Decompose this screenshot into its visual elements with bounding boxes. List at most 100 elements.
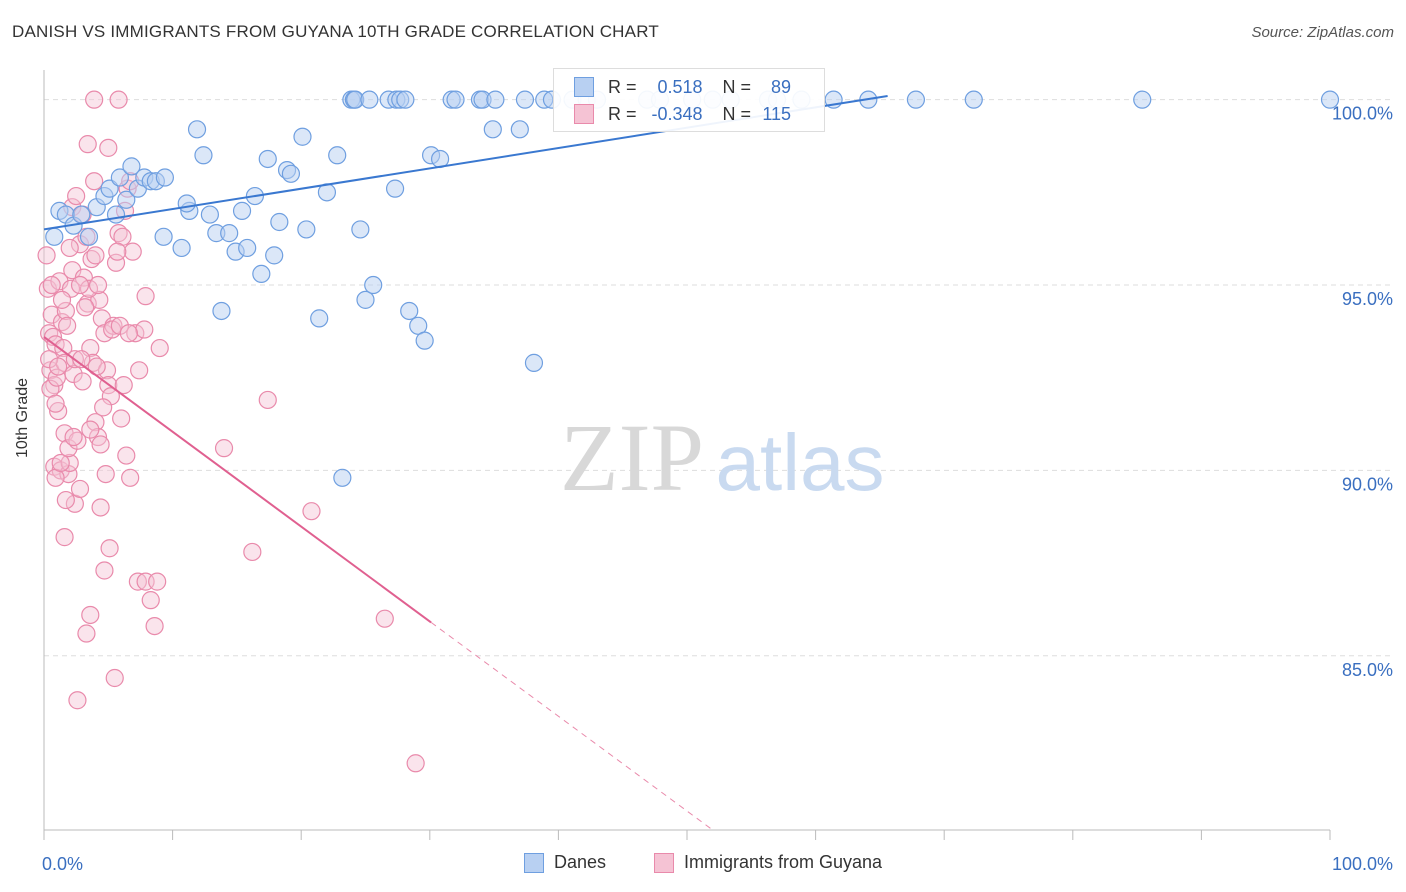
y-tick-label: 100.0%	[1332, 104, 1393, 124]
data-point-guyana	[150, 338, 169, 358]
data-point-guyana	[99, 138, 118, 157]
data-point-danes	[122, 157, 141, 176]
data-point-danes	[265, 246, 284, 265]
y-tick-label: 95.0%	[1342, 289, 1393, 309]
data-point-guyana	[105, 668, 124, 688]
data-point-danes	[486, 90, 505, 109]
data-point-danes	[117, 190, 136, 209]
data-point-guyana	[123, 242, 142, 261]
data-point-guyana	[81, 605, 100, 625]
data-point-guyana	[126, 324, 145, 343]
data-point-danes	[356, 290, 375, 309]
legend-label-guyana: Immigrants from Guyana	[683, 852, 883, 872]
data-point-danes	[351, 220, 370, 239]
data-point-danes	[333, 468, 352, 487]
legend-item-guyana[interactable]: Immigrants from Guyana	[653, 852, 883, 873]
data-point-guyana	[76, 298, 95, 317]
data-point-danes	[238, 238, 257, 258]
data-point-danes	[258, 149, 277, 169]
data-point-guyana	[121, 468, 140, 487]
data-point-guyana	[42, 305, 61, 324]
data-point-guyana	[117, 446, 136, 465]
legend-n-value: 89	[771, 76, 792, 97]
legend-r-value: 0.518	[657, 76, 703, 97]
data-point-danes	[154, 227, 173, 246]
data-point-guyana	[85, 172, 104, 191]
data-point-danes	[510, 120, 529, 139]
legend-item-danes[interactable]: Danes	[523, 852, 606, 873]
data-point-danes	[106, 205, 126, 224]
legend-n-value: 115	[762, 103, 792, 124]
data-point-guyana	[56, 490, 75, 510]
data-point-danes	[232, 201, 252, 220]
data-point-danes	[200, 205, 219, 224]
data-point-guyana	[100, 539, 119, 558]
chart-title: DANISH VS IMMIGRANTS FROM GUYANA 10TH GR…	[12, 22, 659, 41]
data-point-guyana	[77, 624, 96, 643]
legend-swatch-danes	[574, 77, 594, 97]
data-point-guyana	[108, 242, 127, 261]
data-point-guyana	[119, 324, 138, 343]
data-point-danes	[212, 301, 231, 321]
stats-legend: R = 0.518 N = 89 R = -0.348 N = 115	[553, 68, 825, 132]
data-point-guyana	[95, 561, 114, 580]
data-point-guyana	[128, 572, 147, 591]
data-point-danes	[1320, 90, 1340, 109]
data-point-guyana	[302, 502, 321, 521]
data-point-danes	[252, 264, 271, 284]
data-point-guyana	[56, 301, 75, 321]
legend-n-label: N =	[722, 103, 752, 124]
watermark-zip: ZIP	[560, 404, 704, 511]
data-point-guyana	[258, 390, 277, 410]
data-point-guyana	[49, 357, 68, 376]
data-point-guyana	[81, 420, 100, 439]
data-point-danes	[524, 353, 544, 372]
watermark: ZIP atlas	[560, 404, 884, 511]
data-point-guyana	[141, 591, 160, 610]
data-point-danes	[79, 227, 99, 246]
data-point-danes	[400, 301, 419, 321]
data-point-danes	[360, 90, 379, 109]
data-point-guyana	[86, 246, 105, 265]
data-point-guyana	[46, 394, 65, 413]
data-point-guyana	[51, 453, 70, 473]
legend-swatch-danes	[523, 852, 544, 873]
data-point-danes	[364, 275, 383, 295]
data-point-danes	[906, 90, 926, 109]
data-point-guyana	[94, 398, 113, 417]
data-point-guyana	[70, 275, 90, 295]
data-point-guyana	[64, 427, 83, 447]
data-point-guyana	[42, 275, 61, 295]
x-tick-label: 100.0%	[1332, 854, 1393, 874]
data-point-guyana	[68, 691, 87, 710]
y-tick-label: 90.0%	[1342, 474, 1393, 494]
data-point-guyana	[85, 90, 104, 109]
data-point-guyana	[67, 186, 86, 206]
tick-labels: 85.0% 90.0% 95.0% 100.0% 0.0% 100.0%	[42, 104, 1393, 874]
data-point-danes	[281, 164, 301, 183]
data-point-guyana	[73, 372, 92, 391]
legend-row-guyana: R = -0.348 N = 115	[574, 102, 791, 126]
legend-label-danes: Danes	[553, 852, 606, 872]
data-point-guyana	[49, 401, 68, 421]
trend-line-guyana	[43, 336, 432, 624]
data-point-danes	[515, 90, 535, 109]
data-point-guyana	[88, 427, 108, 447]
data-point-guyana	[109, 90, 128, 109]
data-point-danes	[328, 146, 347, 165]
legend-r-value: -0.348	[651, 103, 703, 124]
data-point-guyana	[145, 616, 164, 636]
data-point-guyana	[375, 609, 394, 628]
data-point-guyana	[54, 338, 73, 358]
series-legend: Danes Immigrants from Guyana	[0, 852, 1406, 873]
data-point-guyana	[37, 246, 56, 265]
y-axis-label: 10th Grade	[14, 377, 31, 458]
legend-r-label: R =	[608, 103, 637, 124]
data-point-danes	[396, 90, 415, 109]
data-point-danes	[446, 90, 465, 109]
data-point-guyana	[136, 287, 155, 306]
source-label: Source: ZipAtlas.com	[1251, 24, 1394, 41]
data-point-guyana	[214, 439, 234, 458]
data-point-guyana	[114, 376, 133, 395]
